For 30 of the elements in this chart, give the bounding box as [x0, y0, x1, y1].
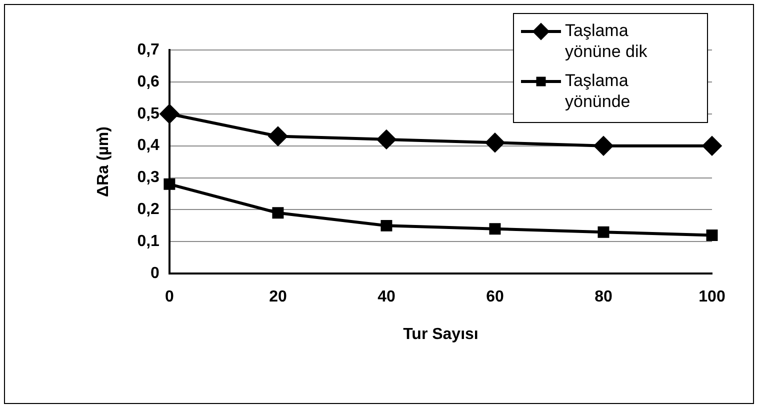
x-tick-label: 60: [486, 288, 504, 306]
point: [702, 136, 722, 156]
point: [164, 178, 176, 190]
x-axis-title: Tur Sayısı: [403, 326, 478, 343]
y-tick-label: 0,4: [137, 137, 160, 154]
point: [376, 130, 396, 149]
y-tick-label: 0,3: [137, 169, 160, 186]
y-tick-label: 0,6: [137, 73, 160, 90]
x-tick-label: 80: [594, 288, 612, 306]
point: [598, 226, 610, 238]
point: [160, 104, 179, 124]
x-tick-label: 20: [269, 288, 287, 306]
y-tick-label: 0,2: [137, 201, 160, 218]
point: [380, 220, 392, 232]
legend-label: Taşlama yönüne dik: [565, 21, 648, 62]
point: [489, 223, 501, 235]
y-tick-label: 0,5: [137, 105, 160, 122]
y-tick-label: 0,7: [137, 41, 160, 58]
point: [268, 126, 288, 146]
point: [594, 136, 613, 156]
legend-label: Taşlama yönünde: [565, 71, 630, 112]
y-tick-label: 0: [150, 265, 160, 282]
point: [706, 230, 718, 242]
y-tick-label: 0,1: [137, 233, 160, 250]
point: [272, 207, 284, 219]
x-tick-label: 0: [164, 288, 174, 306]
point: [485, 133, 504, 152]
x-tick-label: 100: [698, 288, 726, 306]
x-tick-label: 40: [378, 288, 396, 306]
y-axis-title: ΔRa (µm): [95, 126, 112, 198]
